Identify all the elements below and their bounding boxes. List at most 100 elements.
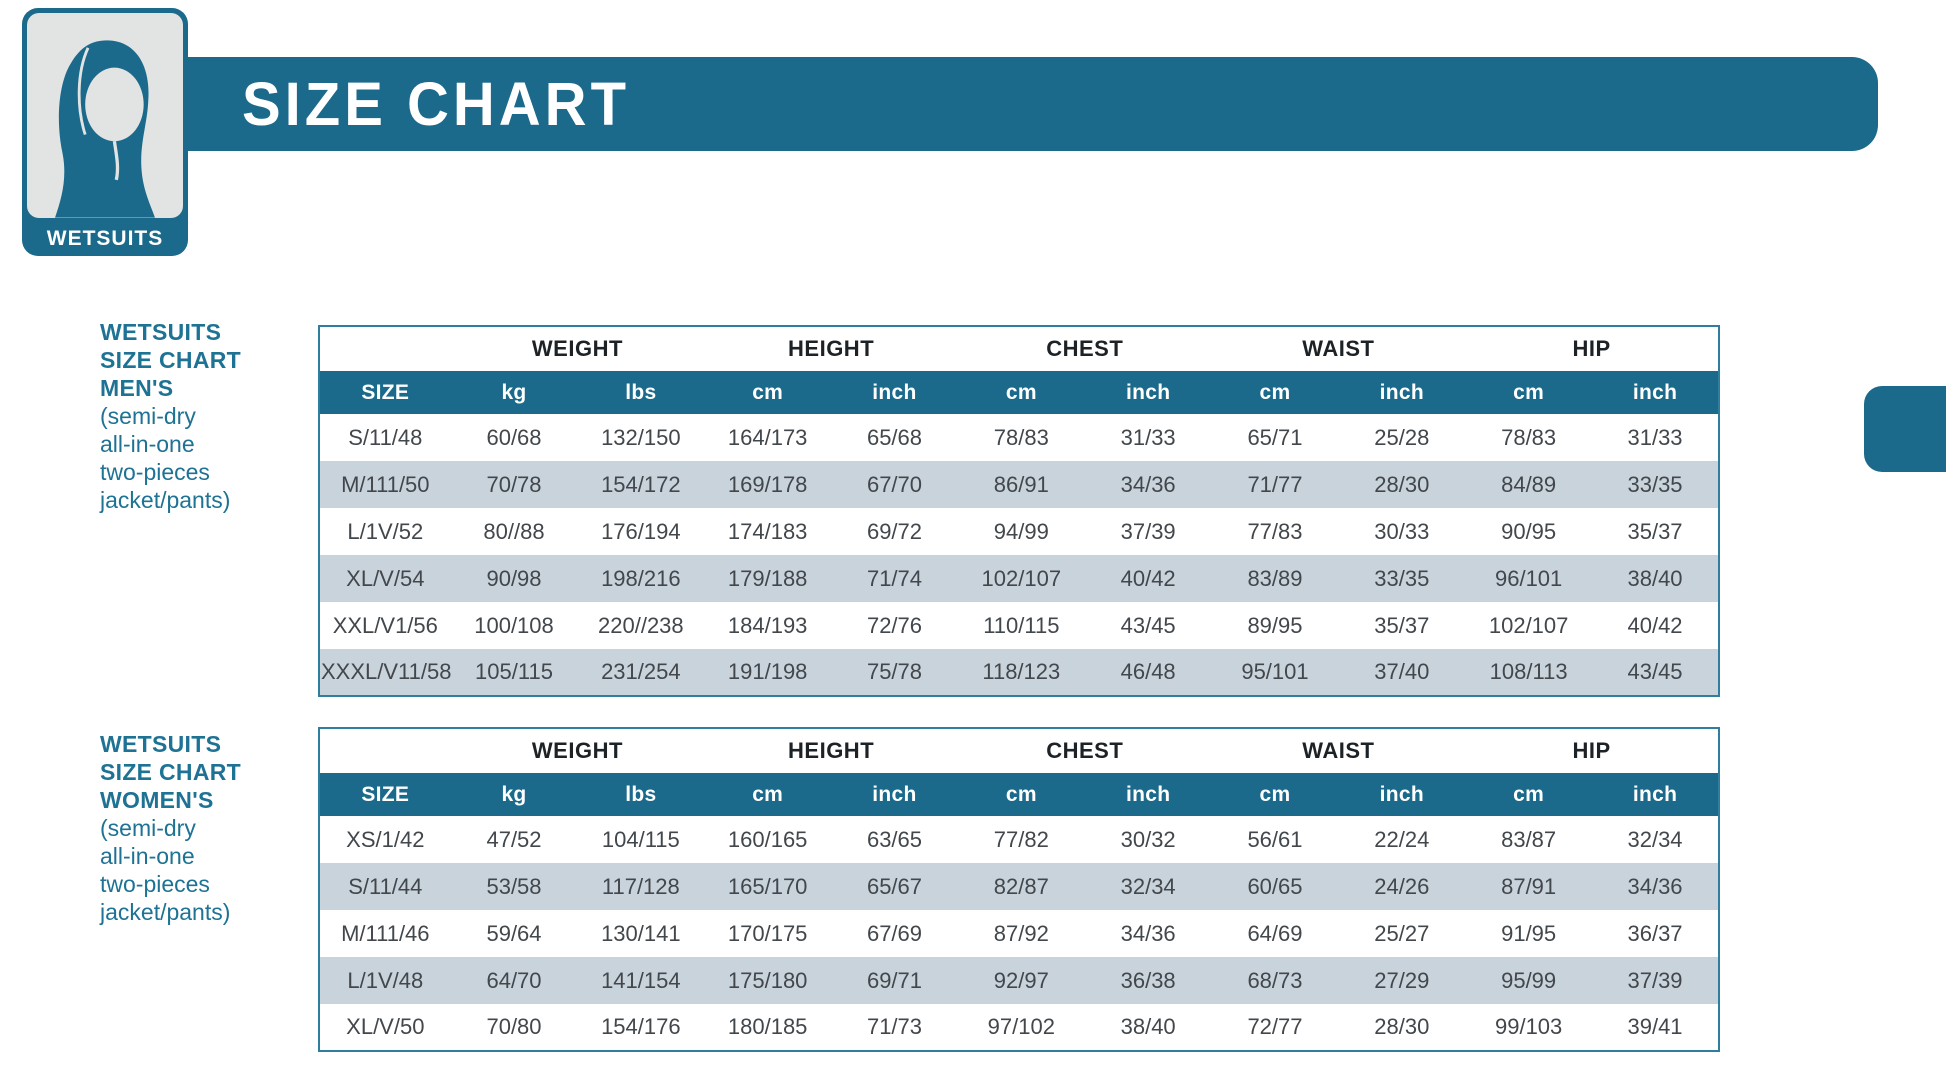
table-row: S/11/44 53/58 117/128 165/170 65/67 82/87 32/3… <box>319 863 1719 910</box>
group-header-hip: HIP <box>1465 326 1719 371</box>
value-cell: 28/30 <box>1374 1014 1430 1039</box>
value-cell: 97/102 <box>987 1014 1055 1039</box>
value-cell: 95/99 <box>1501 967 1557 993</box>
value-cell: 87/91 <box>1501 873 1557 899</box>
unit-header: lbs <box>625 782 657 806</box>
value-cell: 78/83 <box>993 424 1049 450</box>
mens-size-table-container: WEIGHT HEIGHT CHEST WAIST HIP SIZE kg lbs cm inch… <box>318 325 1720 697</box>
value-cell: 33/35 <box>1627 471 1683 497</box>
value-cell: 87/92 <box>993 920 1049 946</box>
size-cell: M/111/50 <box>341 471 430 497</box>
value-cell: 60/68 <box>486 424 542 450</box>
group-header-height: HEIGHT <box>704 326 958 371</box>
group-header-chest: CHEST <box>957 728 1212 773</box>
value-cell: 64/69 <box>1247 920 1303 946</box>
value-cell: 36/38 <box>1120 967 1176 993</box>
value-cell: 43/45 <box>1120 612 1176 638</box>
size-cell: XS/1/42 <box>346 826 425 852</box>
unit-header: cm <box>1259 380 1291 404</box>
value-cell: 231/254 <box>601 659 681 684</box>
value-cell: 36/37 <box>1627 920 1683 946</box>
womens-table-header: WEIGHT HEIGHT CHEST WAIST HIP SIZE kg lbs cm inch… <box>319 728 1719 816</box>
value-cell: 96/101 <box>1494 565 1563 591</box>
group-header-weight: WEIGHT <box>450 326 705 371</box>
wetsuit-hood-icon <box>27 13 183 218</box>
value-cell: 39/41 <box>1627 1014 1683 1039</box>
mens-title-line-1: WETSUITS <box>100 319 222 345</box>
value-cell: 56/61 <box>1247 826 1303 852</box>
size-cell: M/111/46 <box>341 920 430 946</box>
unit-header: lbs <box>625 380 657 404</box>
womens-title-line-1: WETSUITS <box>100 731 222 757</box>
value-cell: 25/27 <box>1374 920 1430 946</box>
size-column-spacer <box>319 326 451 371</box>
value-cell: 89/95 <box>1247 612 1303 638</box>
womens-size-table-container: WEIGHT HEIGHT CHEST WAIST HIP SIZE kg lbs cm inch… <box>318 727 1720 1052</box>
unit-header: cm <box>1513 782 1545 806</box>
womens-subtitle-line-2: all-in-one <box>100 843 195 869</box>
unit-header: inch <box>1125 380 1171 404</box>
value-cell: 35/37 <box>1374 612 1430 638</box>
size-header: SIZE <box>361 380 410 404</box>
value-cell: 30/32 <box>1120 826 1176 852</box>
womens-table-body: XS/1/42 47/52 104/115 160/165 63/65 77/82 30/3… <box>319 816 1719 1051</box>
group-header-waist: WAIST <box>1211 326 1466 371</box>
unit-header: inch <box>872 380 917 404</box>
value-cell: 154/176 <box>601 1014 681 1039</box>
value-cell: 69/71 <box>866 967 923 993</box>
unit-header: inch <box>872 782 917 806</box>
value-cell: 77/82 <box>993 826 1049 852</box>
value-cell: 91/95 <box>1501 920 1557 946</box>
size-cell: XL/V/54 <box>346 565 425 591</box>
value-cell: 105/115 <box>475 659 553 684</box>
value-cell: 37/40 <box>1374 659 1430 684</box>
table-row: L/1V/52 80//88 176/194 174/183 69/72 94/99 37/… <box>319 508 1719 555</box>
group-header-hip: HIP <box>1465 728 1719 773</box>
unit-header: cm <box>1259 782 1291 806</box>
unit-header: inch <box>1632 380 1678 404</box>
value-cell: 100/108 <box>474 612 554 638</box>
value-cell: 59/64 <box>486 920 542 946</box>
womens-subtitle-line-1: (semi-dry <box>100 815 196 841</box>
unit-header: kg <box>501 782 527 806</box>
womens-title-line-3: WOMEN'S <box>100 787 214 813</box>
mens-subtitle-line-2: all-in-one <box>100 431 195 457</box>
value-cell: 68/73 <box>1247 967 1303 993</box>
value-cell: 95/101 <box>1241 659 1309 684</box>
value-cell: 47/52 <box>486 826 542 852</box>
value-cell: 27/29 <box>1374 967 1430 993</box>
value-cell: 65/68 <box>866 424 923 450</box>
value-cell: 40/42 <box>1627 612 1683 638</box>
value-cell: 104/115 <box>601 826 680 852</box>
value-cell: 37/39 <box>1627 967 1683 993</box>
size-cell: S/11/48 <box>348 424 423 450</box>
value-cell: 38/40 <box>1120 1014 1176 1039</box>
group-header-waist: WAIST <box>1211 728 1466 773</box>
womens-size-table: WEIGHT HEIGHT CHEST WAIST HIP SIZE kg lbs cm inch… <box>318 727 1720 1052</box>
unit-header: inch <box>1379 782 1424 806</box>
value-cell: 184/193 <box>727 612 808 638</box>
value-cell: 198/216 <box>601 565 681 591</box>
value-cell: 30/33 <box>1374 518 1430 544</box>
value-cell: 90/95 <box>1501 518 1557 544</box>
value-cell: 71/73 <box>866 1014 923 1039</box>
value-cell: 34/36 <box>1120 920 1176 946</box>
value-cell: 65/71 <box>1247 424 1303 450</box>
value-cell: 31/33 <box>1120 424 1176 450</box>
size-cell: XXXL/V11/58 <box>321 659 452 684</box>
group-header-chest: CHEST <box>957 326 1212 371</box>
value-cell: 34/36 <box>1627 873 1683 899</box>
value-cell: 34/36 <box>1120 471 1176 497</box>
value-cell: 37/39 <box>1120 518 1176 544</box>
value-cell: 83/87 <box>1501 826 1557 852</box>
value-cell: 83/89 <box>1247 565 1303 591</box>
value-cell: 78/83 <box>1501 424 1557 450</box>
value-cell: 71/74 <box>866 565 923 591</box>
logo-label: WETSUITS <box>46 227 164 250</box>
value-cell: 180/185 <box>727 1014 808 1039</box>
value-cell: 72/77 <box>1247 1014 1303 1039</box>
value-cell: 102/107 <box>1488 612 1569 638</box>
table-row: S/11/48 60/68 132/150 164/173 65/68 78/83 31/3… <box>319 414 1719 461</box>
value-cell: 90/98 <box>486 565 542 591</box>
wetsuits-logo: WETSUITS <box>22 8 188 256</box>
